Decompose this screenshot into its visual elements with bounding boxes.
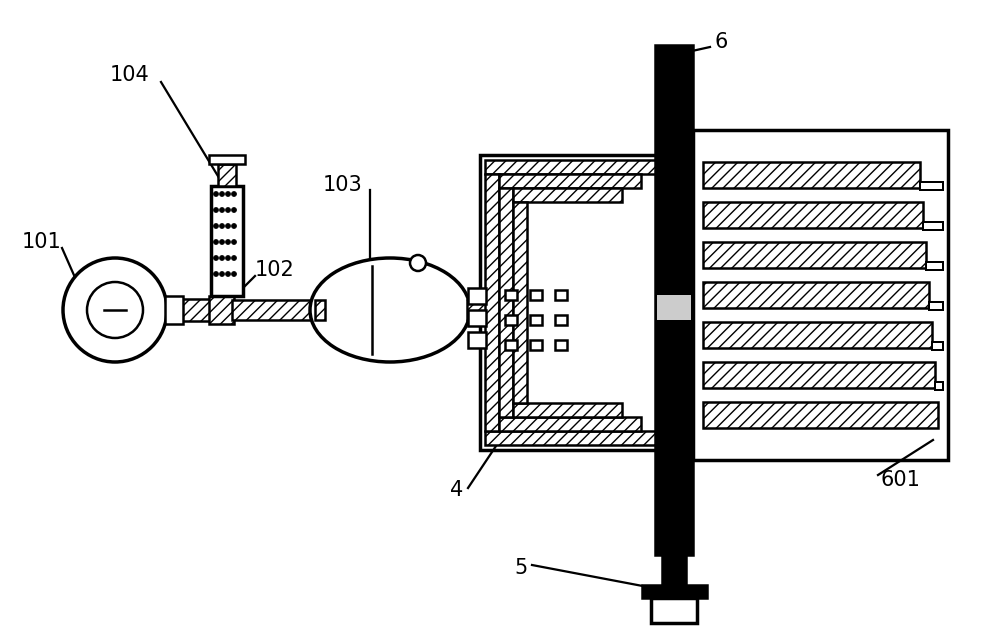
Circle shape [63,258,167,362]
Circle shape [220,240,224,245]
Text: 601: 601 [880,470,920,490]
Bar [929,302,943,310]
Circle shape [220,207,224,212]
Bar [926,262,943,270]
Circle shape [214,240,218,245]
Bar [468,310,486,326]
Circle shape [232,240,237,245]
Text: 5: 5 [515,558,528,578]
Bar [209,296,234,324]
Circle shape [232,207,237,212]
Bar [932,342,943,350]
Bar [920,182,943,190]
Bar [505,290,517,300]
Text: 101: 101 [22,232,62,252]
Circle shape [220,191,224,197]
Bar [657,295,691,320]
Bar [505,340,517,350]
Bar [499,188,513,417]
Text: 104: 104 [110,65,150,85]
Bar [468,332,486,348]
Circle shape [220,224,224,228]
Bar [467,300,517,320]
Bar [315,300,325,320]
Circle shape [410,255,426,271]
Bar [651,598,697,623]
Circle shape [232,191,237,197]
Bar [703,362,935,388]
Circle shape [220,256,224,261]
Bar [555,290,567,300]
Circle shape [226,224,230,228]
Text: 103: 103 [322,175,362,195]
Circle shape [226,256,230,261]
Bar [703,402,938,428]
Bar [181,299,211,321]
Circle shape [232,224,237,228]
Text: 102: 102 [255,260,295,280]
Circle shape [232,271,237,276]
Circle shape [226,207,230,212]
Bar [209,155,245,164]
Circle shape [220,271,224,276]
Circle shape [214,271,218,276]
Circle shape [214,207,218,212]
Ellipse shape [310,258,470,362]
Bar [655,45,693,555]
Bar [703,202,923,228]
Bar [642,585,707,598]
Text: 4: 4 [450,480,463,500]
Circle shape [226,240,230,245]
Circle shape [214,191,218,197]
Circle shape [232,256,237,261]
Bar [693,130,948,460]
Bar [485,174,499,431]
Bar [480,155,665,450]
Bar [530,315,542,325]
Bar [499,417,641,431]
Bar [513,403,622,417]
Circle shape [226,271,230,276]
Bar [923,222,943,230]
Bar [468,288,486,304]
Bar [505,315,517,325]
Bar [513,202,527,403]
Bar [485,160,660,174]
Bar [485,431,660,445]
Bar [555,315,567,325]
Bar [662,555,686,585]
Circle shape [226,191,230,197]
Bar [530,340,542,350]
Bar [703,282,929,308]
Bar [555,340,567,350]
Bar [218,164,236,186]
Bar [703,162,920,188]
Circle shape [214,256,218,261]
Bar [232,300,327,320]
Bar [935,382,943,390]
Bar [530,290,542,300]
Bar [703,322,932,348]
Bar [513,188,622,202]
Bar [165,296,183,324]
Bar [499,174,641,188]
Bar [211,186,243,296]
Circle shape [87,282,143,338]
Text: 6: 6 [715,32,728,52]
Circle shape [214,224,218,228]
Bar [703,242,926,268]
